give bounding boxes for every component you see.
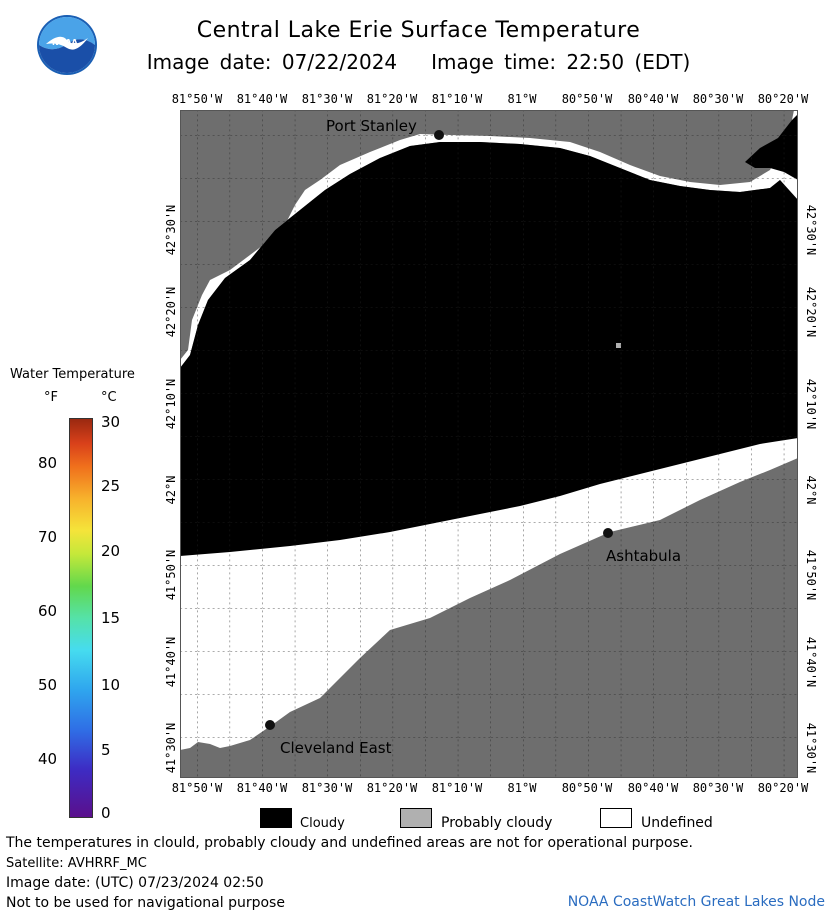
ashtabula-marker bbox=[603, 528, 613, 538]
lon-tick: 81°30'W bbox=[301, 92, 353, 106]
c-label: 15 bbox=[101, 609, 121, 627]
map-border bbox=[180, 110, 798, 778]
lat-tick: 42°30'N bbox=[164, 204, 178, 256]
temperature-colorbar bbox=[69, 418, 93, 818]
probably-cloudy-swatch bbox=[400, 808, 432, 828]
lat-tick: 41°30'N bbox=[804, 722, 818, 774]
lat-tick: 42°N bbox=[164, 475, 178, 505]
c-label: 5 bbox=[101, 741, 111, 759]
f-label: 50 bbox=[38, 676, 58, 694]
f-label: 80 bbox=[38, 454, 58, 472]
unit-fahrenheit: °F bbox=[44, 390, 58, 405]
satellite-text: Satellite: AVHRRF_MC bbox=[6, 856, 147, 871]
lon-tick: 80°30'W bbox=[692, 92, 744, 106]
cleveland-marker bbox=[265, 720, 275, 730]
c-label: 10 bbox=[101, 676, 121, 694]
lat-tick: 42°10'N bbox=[804, 378, 818, 430]
f-label: 70 bbox=[38, 528, 58, 546]
lon-tick: 80°40'W bbox=[627, 92, 679, 106]
logo-text: NOAA bbox=[52, 38, 78, 47]
c-label: 25 bbox=[101, 477, 121, 495]
lon-tick: 81°W bbox=[507, 781, 537, 795]
city-label-ashtabula: Ashtabula bbox=[606, 547, 682, 565]
lon-tick: 80°20'W bbox=[757, 781, 809, 795]
city-label-port-stanley: Port Stanley bbox=[326, 117, 417, 135]
image-date: Image date: 07/22/2024 bbox=[146, 50, 398, 74]
lat-tick: 41°40'N bbox=[164, 636, 178, 688]
lon-tick: 80°50'W bbox=[561, 92, 613, 106]
lon-tick: 80°20'W bbox=[757, 92, 809, 106]
legend-title: Water Temperature bbox=[10, 367, 135, 382]
lon-tick: 81°W bbox=[507, 92, 537, 106]
lon-tick: 80°50'W bbox=[561, 781, 613, 795]
lon-tick: 81°40'W bbox=[236, 781, 288, 795]
lon-tick: 81°10'W bbox=[431, 92, 483, 106]
probably-cloudy-label: Probably cloudy bbox=[441, 815, 553, 831]
disclaimer-text: The temperatures in clould, probably clo… bbox=[6, 835, 693, 851]
lat-tick: 42°10'N bbox=[164, 378, 178, 430]
undefined-swatch bbox=[600, 808, 632, 828]
navigation-warning: Not to be used for navigational purpose bbox=[6, 895, 285, 911]
lon-tick: 81°30'W bbox=[301, 781, 353, 795]
lon-tick: 80°40'W bbox=[627, 781, 679, 795]
graticule bbox=[180, 110, 798, 778]
lat-tick: 41°40'N bbox=[804, 636, 818, 688]
undefined-label: Undefined bbox=[641, 815, 713, 831]
city-label-cleveland: Cleveland East bbox=[280, 739, 392, 757]
image-time: Image time: 22:50 (EDT) bbox=[431, 50, 691, 74]
lake-map bbox=[180, 110, 798, 782]
lon-tick: 81°20'W bbox=[366, 92, 418, 106]
lat-tick: 41°50'N bbox=[164, 549, 178, 601]
lon-tick: 81°50'W bbox=[171, 92, 223, 106]
f-label: 60 bbox=[38, 602, 58, 620]
cloudy-label: Cloudy bbox=[300, 816, 345, 831]
c-label: 30 bbox=[101, 413, 121, 431]
noaa-logo bbox=[36, 14, 98, 80]
lat-tick: 42°20'N bbox=[804, 286, 818, 338]
utc-date-text: Image date: (UTC) 07/23/2024 02:50 bbox=[6, 875, 264, 891]
lat-tick: 42°30'N bbox=[804, 204, 818, 256]
lon-tick: 80°30'W bbox=[692, 781, 744, 795]
c-label: 0 bbox=[101, 804, 111, 822]
f-label: 40 bbox=[38, 750, 58, 768]
lon-tick: 81°10'W bbox=[431, 781, 483, 795]
coastwatch-credit: NOAA CoastWatch Great Lakes Node bbox=[567, 894, 825, 910]
lat-tick: 42°N bbox=[804, 475, 818, 505]
map-title: Central Lake Erie Surface Temperature bbox=[196, 18, 641, 43]
lon-tick: 81°50'W bbox=[171, 781, 223, 795]
lat-tick: 41°50'N bbox=[804, 549, 818, 601]
lat-tick: 42°20'N bbox=[164, 286, 178, 338]
port-stanley-marker bbox=[434, 130, 444, 140]
lon-tick: 81°20'W bbox=[366, 781, 418, 795]
cloudy-swatch bbox=[260, 808, 292, 828]
lat-tick: 41°30'N bbox=[164, 722, 178, 774]
map-subtitle: Image date: 07/22/2024 Image time: 22:50 … bbox=[0, 50, 837, 74]
lon-tick: 81°40'W bbox=[236, 92, 288, 106]
c-label: 20 bbox=[101, 542, 121, 560]
unit-celsius: °C bbox=[101, 390, 117, 405]
